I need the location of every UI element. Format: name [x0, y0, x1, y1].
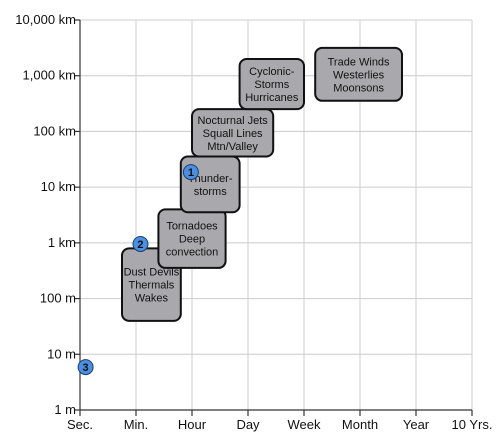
y-tick-label: 1 km — [48, 235, 76, 250]
phenomenon-label: Dust Devils — [124, 267, 180, 279]
y-tick-label: 10,000 km — [15, 12, 76, 27]
x-tick-label: Sec. — [67, 417, 93, 432]
phenomenon-label: Nocturnal Jets — [197, 115, 268, 127]
numbered-marker: 1 — [182, 164, 199, 181]
x-tick-label: 10 Yrs. — [452, 417, 493, 432]
markers: 1 2 3 — [77, 164, 199, 376]
phenomenon-label: Tornadoes — [166, 221, 218, 233]
numbered-marker: 2 — [132, 235, 149, 252]
marker-circle — [132, 235, 149, 252]
phenomenon-label: Trade Winds — [328, 56, 390, 68]
phenomenon-label: Moonsons — [333, 82, 384, 94]
phenomenon-label: Westerlies — [333, 69, 385, 81]
x-tick-label: Week — [288, 417, 321, 432]
marker-circle — [77, 359, 94, 376]
phenomenon-box-rect — [191, 108, 275, 158]
y-tick-label: 100 km — [33, 123, 76, 138]
marker-label: 3 — [83, 362, 89, 374]
y-tick-label: 1,000 km — [23, 68, 76, 83]
phenomenon-label: Mtn/Valley — [207, 141, 258, 153]
phenomenon-label: Storms — [254, 79, 289, 91]
phenomenon-label: Deep — [179, 234, 205, 246]
phenomenon-label: Thunder- — [188, 173, 233, 185]
phenomenon-label: Hurricanes — [245, 92, 299, 104]
axes: 1 m 10 m 100 m 1 km 10 km 100 km 1,000 km 10,00… — [15, 12, 492, 432]
phenomenon-label: Wakes — [135, 293, 169, 305]
marker-label: 1 — [188, 167, 194, 179]
phenomenon-box-rect — [238, 58, 306, 111]
y-tick-label: 100 m — [40, 291, 76, 306]
phenomenon-label: Squall Lines — [203, 128, 263, 140]
marker-label: 2 — [137, 239, 143, 251]
marker-circle — [182, 164, 199, 181]
phenomenon-label: storms — [194, 186, 228, 198]
phenomenon-label: convection — [166, 247, 219, 259]
x-tick-label: Hour — [178, 417, 207, 432]
x-tick-label: Month — [342, 417, 378, 432]
y-tick-label: 1 m — [54, 402, 76, 417]
x-tick-label: Year — [403, 417, 430, 432]
numbered-marker: 3 — [77, 359, 94, 376]
phenomenon-label: Thermals — [128, 280, 174, 292]
y-tick-label: 10 km — [41, 179, 76, 194]
x-tick-label: Min. — [124, 417, 149, 432]
phenomenon-box-rect — [314, 46, 404, 102]
y-tick-label: 10 m — [47, 346, 76, 361]
phenomenon-label: Cyclonic- — [249, 66, 295, 78]
x-tick-label: Day — [236, 417, 260, 432]
